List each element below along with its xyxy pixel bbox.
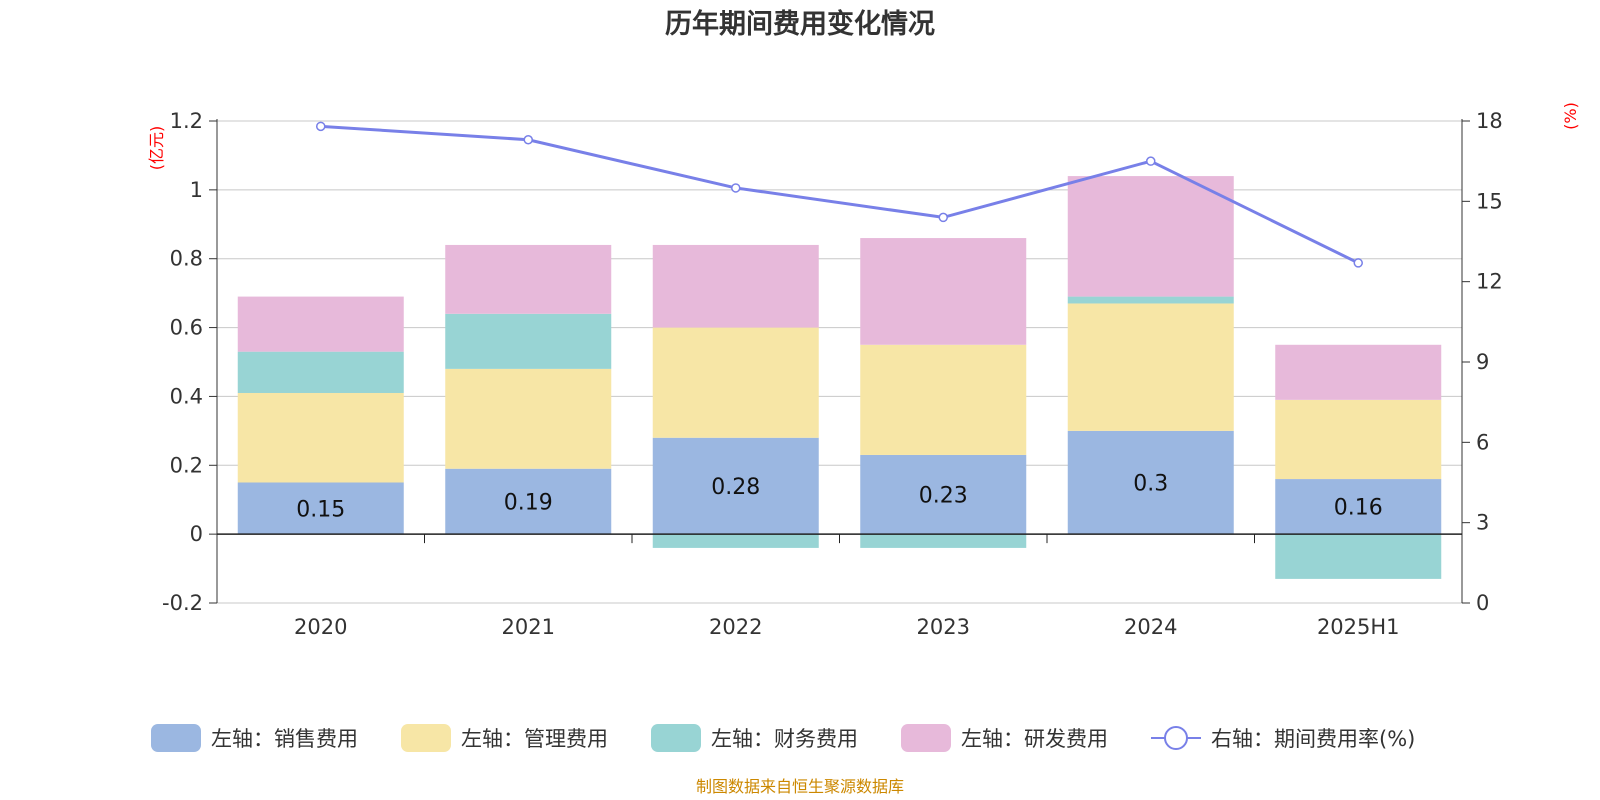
right-tick-label: 3 — [1476, 511, 1489, 535]
rate-point — [938, 212, 948, 223]
left-tick-label: 0.2 — [170, 453, 203, 477]
legend-label: 左轴：财务费用 — [711, 727, 858, 751]
bar-3-2023 — [860, 238, 1027, 345]
bar-0-2021 — [445, 468, 612, 535]
rate-line-group — [316, 121, 1363, 268]
bar-0-2023 — [860, 454, 1027, 535]
x-tick-label: 2022 — [709, 615, 762, 639]
axes-group: -0.2 0 0.2 0.4 0.6 0.8 1 1.2 0 3 6 9 12 15 18 2020 2021 2… — [162, 109, 1503, 639]
bar-3-2021 — [445, 244, 612, 314]
data-label: 0.15 — [296, 497, 345, 522]
legend-label: 左轴：销售费用 — [211, 727, 358, 751]
data-label: 0.28 — [711, 475, 760, 500]
bar-0-2020 — [237, 482, 404, 535]
bar-2-2020 — [237, 351, 404, 393]
right-tick-label: 9 — [1476, 350, 1489, 374]
data-label: 0.19 — [504, 490, 553, 515]
bar-0-2025H1 — [1275, 479, 1442, 535]
bar-2-2024 — [1067, 296, 1234, 304]
left-tick-label: 1 — [190, 178, 203, 202]
rate-point — [731, 183, 741, 193]
legend-swatch — [151, 724, 201, 752]
left-axis-unit: (亿元) — [147, 126, 166, 171]
bar-3-2024 — [1067, 176, 1234, 297]
bar-1-2021 — [445, 368, 612, 469]
bar-3-2020 — [237, 296, 404, 352]
left-tick-label: 1.2 — [170, 109, 203, 133]
bar-3-2022 — [652, 244, 819, 328]
rate-line — [320, 124, 1359, 265]
left-tick-label: 0.4 — [170, 384, 203, 408]
right-tick-label: 15 — [1476, 189, 1503, 213]
bar-2-2021 — [445, 313, 612, 369]
right-tick-label: 0 — [1476, 591, 1489, 615]
legend: 左轴：销售费用 左轴：管理费用 左轴：财务费用 左轴：研发费用 右轴：期间费用率(%) — [151, 724, 1415, 752]
bar-1-2023 — [860, 344, 1027, 455]
legend-marker-icon — [1164, 726, 1188, 750]
bar-0-2024 — [1067, 430, 1234, 535]
left-tick-label: 0 — [190, 522, 203, 546]
right-tick-label: 6 — [1476, 430, 1489, 454]
data-label: 0.3 — [1133, 472, 1168, 497]
x-tick-label: 2021 — [502, 615, 555, 639]
legend-swatch — [651, 724, 701, 752]
bar-0-2022 — [652, 437, 819, 535]
bar-1-2025H1 — [1275, 399, 1442, 480]
data-labels-group: 0.15 0.19 0.28 0.23 0.3 0.16 — [296, 472, 1382, 523]
right-tick-label: 18 — [1476, 109, 1503, 133]
legend-label: 右轴：期间费用率(%) — [1211, 727, 1415, 751]
bar-1-2020 — [237, 392, 404, 483]
legend-swatch — [401, 724, 451, 752]
x-tick-label: 2020 — [294, 615, 347, 639]
rate-point — [523, 134, 533, 145]
right-tick-label: 12 — [1476, 270, 1503, 294]
x-tick-label: 2023 — [917, 615, 970, 639]
data-label: 0.16 — [1334, 496, 1383, 521]
x-tick-label: 2024 — [1124, 615, 1177, 639]
chart-title: 历年期间费用变化情况 — [665, 8, 935, 40]
bar-1-2024 — [1067, 303, 1234, 431]
rate-point — [1146, 156, 1156, 166]
x-tick-label: 2025H1 — [1317, 615, 1400, 639]
left-tick-label: 0.6 — [170, 316, 203, 340]
bar-2-2022 — [652, 534, 819, 548]
bars-group — [237, 176, 1442, 579]
source-note: 制图数据来自恒生聚源数据库 — [696, 777, 904, 796]
legend-label: 左轴：研发费用 — [961, 727, 1108, 751]
bar-2-2023 — [860, 534, 1027, 548]
bar-2-2025H1 — [1275, 534, 1442, 579]
legend-swatch — [901, 724, 951, 752]
rate-point — [1353, 258, 1363, 268]
right-axis-unit: (%) — [1561, 102, 1580, 130]
bar-3-2025H1 — [1275, 344, 1442, 400]
legend-label: 左轴：管理费用 — [461, 727, 608, 751]
rate-point — [316, 121, 326, 132]
bar-1-2022 — [652, 327, 819, 438]
left-tick-label: -0.2 — [162, 591, 203, 615]
data-label: 0.23 — [919, 484, 968, 509]
left-tick-label: 0.8 — [170, 247, 203, 271]
